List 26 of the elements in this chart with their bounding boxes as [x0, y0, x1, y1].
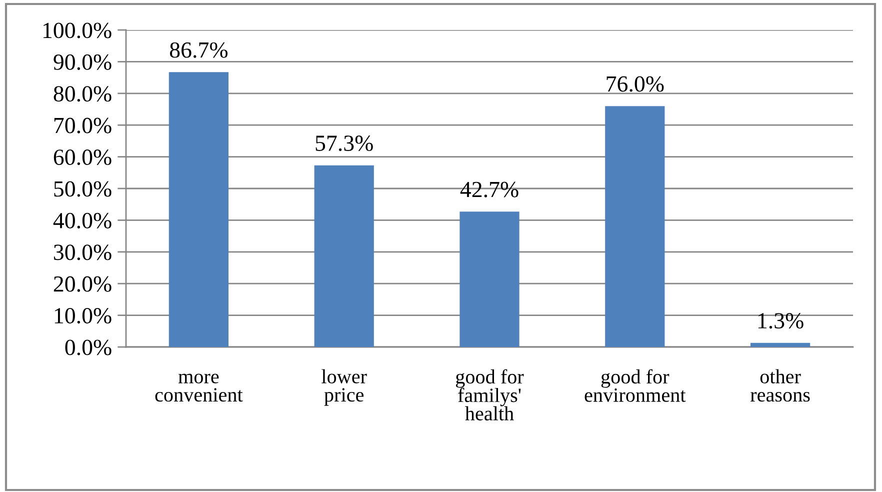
y-tick-label: 70.0% [54, 118, 112, 134]
y-tick-label: 100.0% [43, 22, 112, 38]
data-label: 1.3% [758, 313, 804, 329]
data-label: 57.3% [316, 136, 373, 152]
data-label: 86.7% [170, 42, 228, 58]
x-tick-label: lower price [322, 369, 367, 406]
x-tick-label: other reasons [750, 369, 810, 402]
bar [168, 72, 229, 347]
x-tick-label: more convenient [155, 374, 243, 402]
bar [460, 212, 520, 347]
bar [750, 342, 810, 347]
x-tick-label: good for environment [584, 369, 686, 402]
y-tick-label: 60.0% [54, 150, 112, 166]
y-tick-label: 30.0% [54, 244, 112, 260]
x-tick-label: good for familys' health [456, 369, 524, 420]
data-label: 42.7% [460, 182, 518, 198]
y-tick-label: 50.0% [54, 181, 112, 197]
bar [314, 165, 374, 347]
bar [605, 106, 665, 347]
y-tick-label: 90.0% [54, 54, 112, 70]
y-tick-label: 0.0% [65, 340, 112, 356]
y-tick-label: 20.0% [54, 276, 112, 292]
y-tick-label: 40.0% [53, 212, 112, 228]
y-tick-label: 80.0% [54, 86, 112, 102]
data-label: 76.0% [606, 76, 664, 92]
y-tick-label: 10.0% [54, 308, 112, 324]
